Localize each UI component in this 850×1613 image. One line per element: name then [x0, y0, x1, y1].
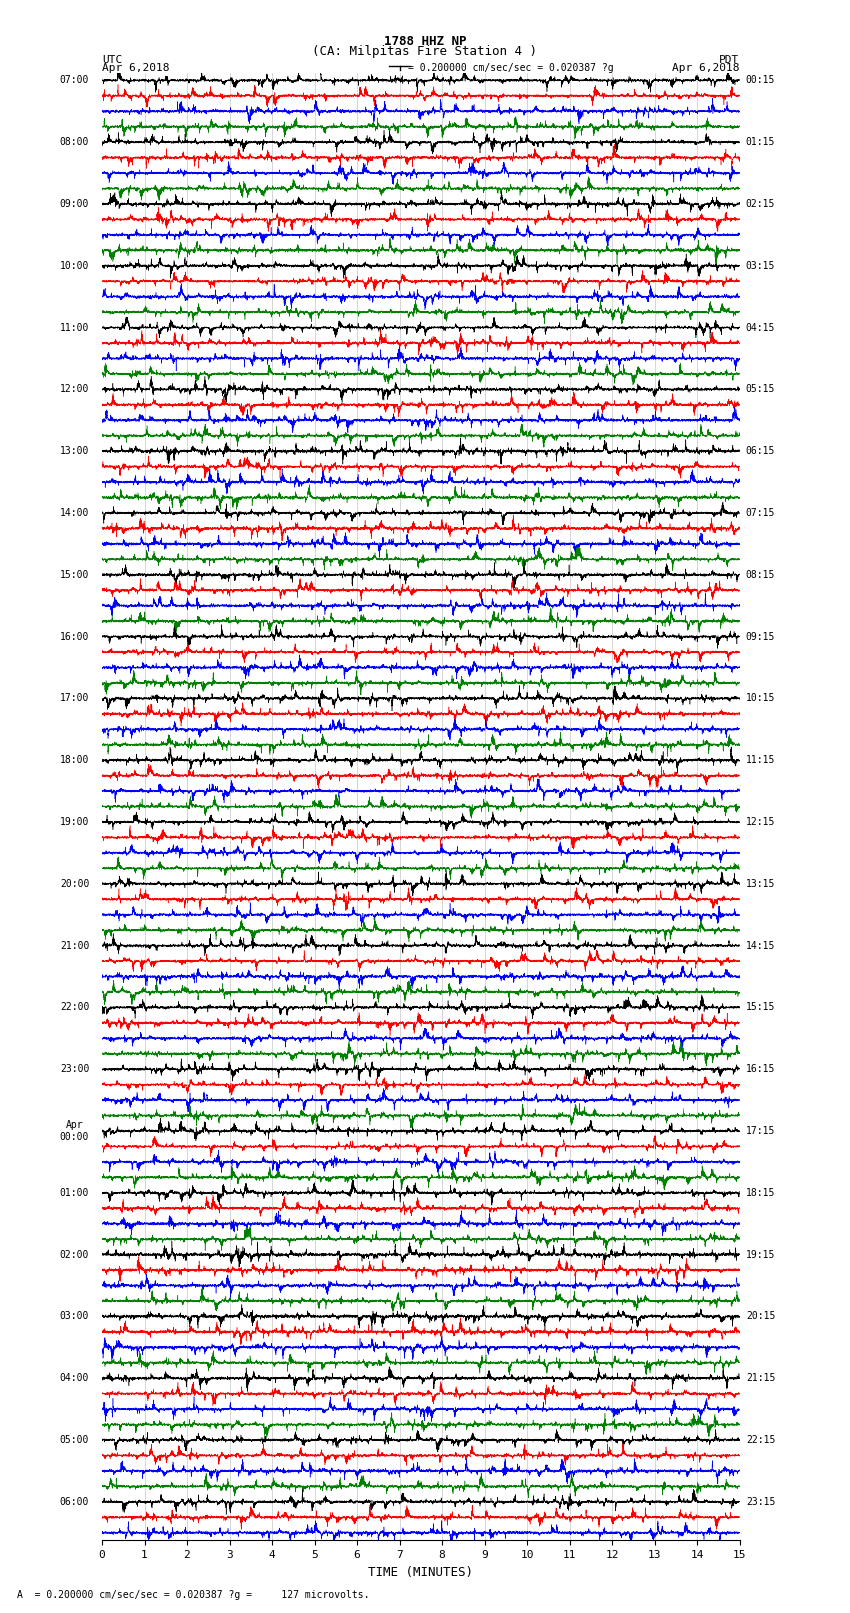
Text: 17:15: 17:15: [746, 1126, 775, 1136]
Text: 19:00: 19:00: [60, 816, 89, 827]
Text: 13:15: 13:15: [746, 879, 775, 889]
Text: 18:00: 18:00: [60, 755, 89, 765]
Text: 12:15: 12:15: [746, 816, 775, 827]
Text: 15:00: 15:00: [60, 569, 89, 579]
Text: = 0.200000 cm/sec/sec = 0.020387 ?g: = 0.200000 cm/sec/sec = 0.020387 ?g: [408, 63, 614, 73]
Text: Apr 6,2018: Apr 6,2018: [102, 63, 169, 73]
Text: 03:00: 03:00: [60, 1311, 89, 1321]
Text: (CA: Milpitas Fire Station 4 ): (CA: Milpitas Fire Station 4 ): [313, 45, 537, 58]
Text: 21:15: 21:15: [746, 1373, 775, 1384]
Text: 14:15: 14:15: [746, 940, 775, 950]
X-axis label: TIME (MINUTES): TIME (MINUTES): [368, 1566, 473, 1579]
Text: 09:00: 09:00: [60, 198, 89, 210]
Text: 15:15: 15:15: [746, 1002, 775, 1013]
Text: 01:00: 01:00: [60, 1187, 89, 1198]
Text: 05:15: 05:15: [746, 384, 775, 394]
Text: Apr 6,2018: Apr 6,2018: [672, 63, 740, 73]
Text: 12:00: 12:00: [60, 384, 89, 394]
Text: 04:15: 04:15: [746, 323, 775, 332]
Text: PDT: PDT: [719, 55, 740, 65]
Text: 23:00: 23:00: [60, 1065, 89, 1074]
Text: 02:00: 02:00: [60, 1250, 89, 1260]
Text: 03:15: 03:15: [746, 261, 775, 271]
Text: 06:00: 06:00: [60, 1497, 89, 1507]
Text: 00:15: 00:15: [746, 76, 775, 85]
Text: UTC: UTC: [102, 55, 122, 65]
Text: 01:15: 01:15: [746, 137, 775, 147]
Text: Apr
00:00: Apr 00:00: [60, 1119, 89, 1142]
Text: 09:15: 09:15: [746, 632, 775, 642]
Text: 18:15: 18:15: [746, 1187, 775, 1198]
Text: 22:15: 22:15: [746, 1436, 775, 1445]
Text: 02:15: 02:15: [746, 198, 775, 210]
Text: 11:00: 11:00: [60, 323, 89, 332]
Text: 08:15: 08:15: [746, 569, 775, 579]
Text: 21:00: 21:00: [60, 940, 89, 950]
Text: 05:00: 05:00: [60, 1436, 89, 1445]
Text: 10:00: 10:00: [60, 261, 89, 271]
Text: 14:00: 14:00: [60, 508, 89, 518]
Text: 23:15: 23:15: [746, 1497, 775, 1507]
Text: 10:15: 10:15: [746, 694, 775, 703]
Text: 19:15: 19:15: [746, 1250, 775, 1260]
Text: 07:00: 07:00: [60, 76, 89, 85]
Text: 16:15: 16:15: [746, 1065, 775, 1074]
Text: 04:00: 04:00: [60, 1373, 89, 1384]
Text: 17:00: 17:00: [60, 694, 89, 703]
Text: 07:15: 07:15: [746, 508, 775, 518]
Text: 11:15: 11:15: [746, 755, 775, 765]
Text: 20:15: 20:15: [746, 1311, 775, 1321]
Text: 06:15: 06:15: [746, 447, 775, 456]
Text: A  = 0.200000 cm/sec/sec = 0.020387 ?g =     127 microvolts.: A = 0.200000 cm/sec/sec = 0.020387 ?g = …: [17, 1590, 370, 1600]
Text: 08:00: 08:00: [60, 137, 89, 147]
Text: 20:00: 20:00: [60, 879, 89, 889]
Text: 16:00: 16:00: [60, 632, 89, 642]
Text: 13:00: 13:00: [60, 447, 89, 456]
Text: 22:00: 22:00: [60, 1002, 89, 1013]
Text: 1788 HHZ NP: 1788 HHZ NP: [383, 35, 467, 48]
